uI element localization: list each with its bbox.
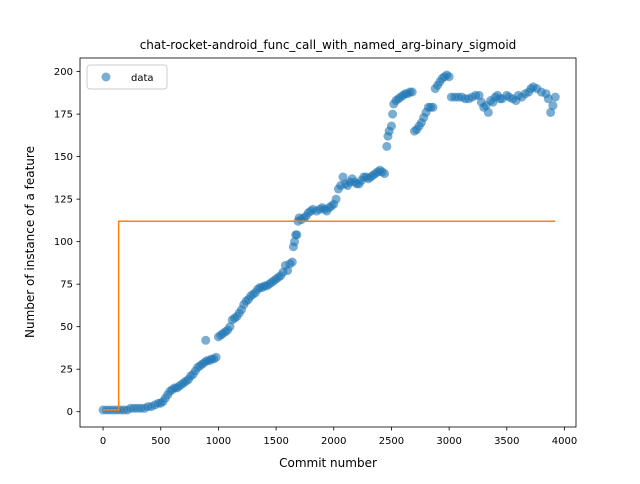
y-tick-label: 200: [54, 67, 73, 78]
x-tick-label: 2000: [321, 436, 346, 447]
data-point: [292, 230, 302, 240]
data-point: [338, 172, 348, 182]
data-point: [201, 335, 211, 345]
legend-frame: [86, 64, 168, 90]
x-tick-label: 3000: [436, 436, 461, 447]
data-point: [483, 107, 493, 117]
x-tick-label: 4000: [552, 436, 577, 447]
chart-title: chat-rocket-android_func_call_with_named…: [140, 38, 517, 52]
data-point: [546, 107, 556, 117]
data-point: [382, 141, 392, 151]
y-tick-label: 125: [54, 195, 73, 206]
data-point: [211, 352, 221, 362]
x-tick-label: 0: [100, 436, 106, 447]
x-tick-label: 500: [151, 436, 170, 447]
data-point: [386, 121, 396, 131]
data-point: [474, 90, 484, 100]
y-tick-label: 75: [60, 280, 73, 291]
data-point: [444, 72, 454, 82]
data-points-layer: [98, 70, 560, 415]
y-tick-label: 0: [67, 407, 73, 418]
y-axis-ticks: 0 25 50 75 100 125 150 175 200: [54, 67, 80, 418]
y-tick-label: 175: [54, 110, 73, 121]
data-point: [225, 322, 235, 332]
x-tick-label: 1500: [263, 436, 288, 447]
data-lines-layer: [103, 220, 556, 411]
x-axis-ticks: 0 500 1000 1500 2000 2500 3000 3500 4000: [100, 427, 577, 447]
data-point: [407, 87, 417, 97]
x-tick-label: 1000: [206, 436, 231, 447]
x-tick-label: 2500: [379, 436, 404, 447]
data-point: [428, 102, 438, 112]
data-point: [388, 109, 398, 119]
data-point: [380, 169, 390, 179]
legend-label: data: [131, 73, 154, 84]
data-point: [550, 92, 560, 102]
x-axis-label: Commit number: [279, 456, 377, 470]
series-line: [103, 220, 556, 411]
x-tick-label: 3500: [494, 436, 519, 447]
data-point: [331, 194, 341, 204]
y-tick-label: 150: [54, 152, 73, 163]
data-point: [543, 94, 553, 104]
data-point: [548, 101, 558, 111]
plot-area: [80, 58, 576, 427]
data-point: [287, 257, 297, 267]
legend: data: [86, 64, 168, 90]
y-tick-label: 100: [54, 237, 73, 248]
y-axis-label: Number of instance of a feature: [23, 146, 37, 338]
data-point: [290, 237, 300, 247]
y-tick-label: 25: [60, 365, 73, 376]
plot-frame: [79, 57, 577, 428]
data-point: [283, 266, 293, 276]
y-tick-label: 50: [60, 322, 73, 333]
legend-marker: [101, 72, 111, 82]
